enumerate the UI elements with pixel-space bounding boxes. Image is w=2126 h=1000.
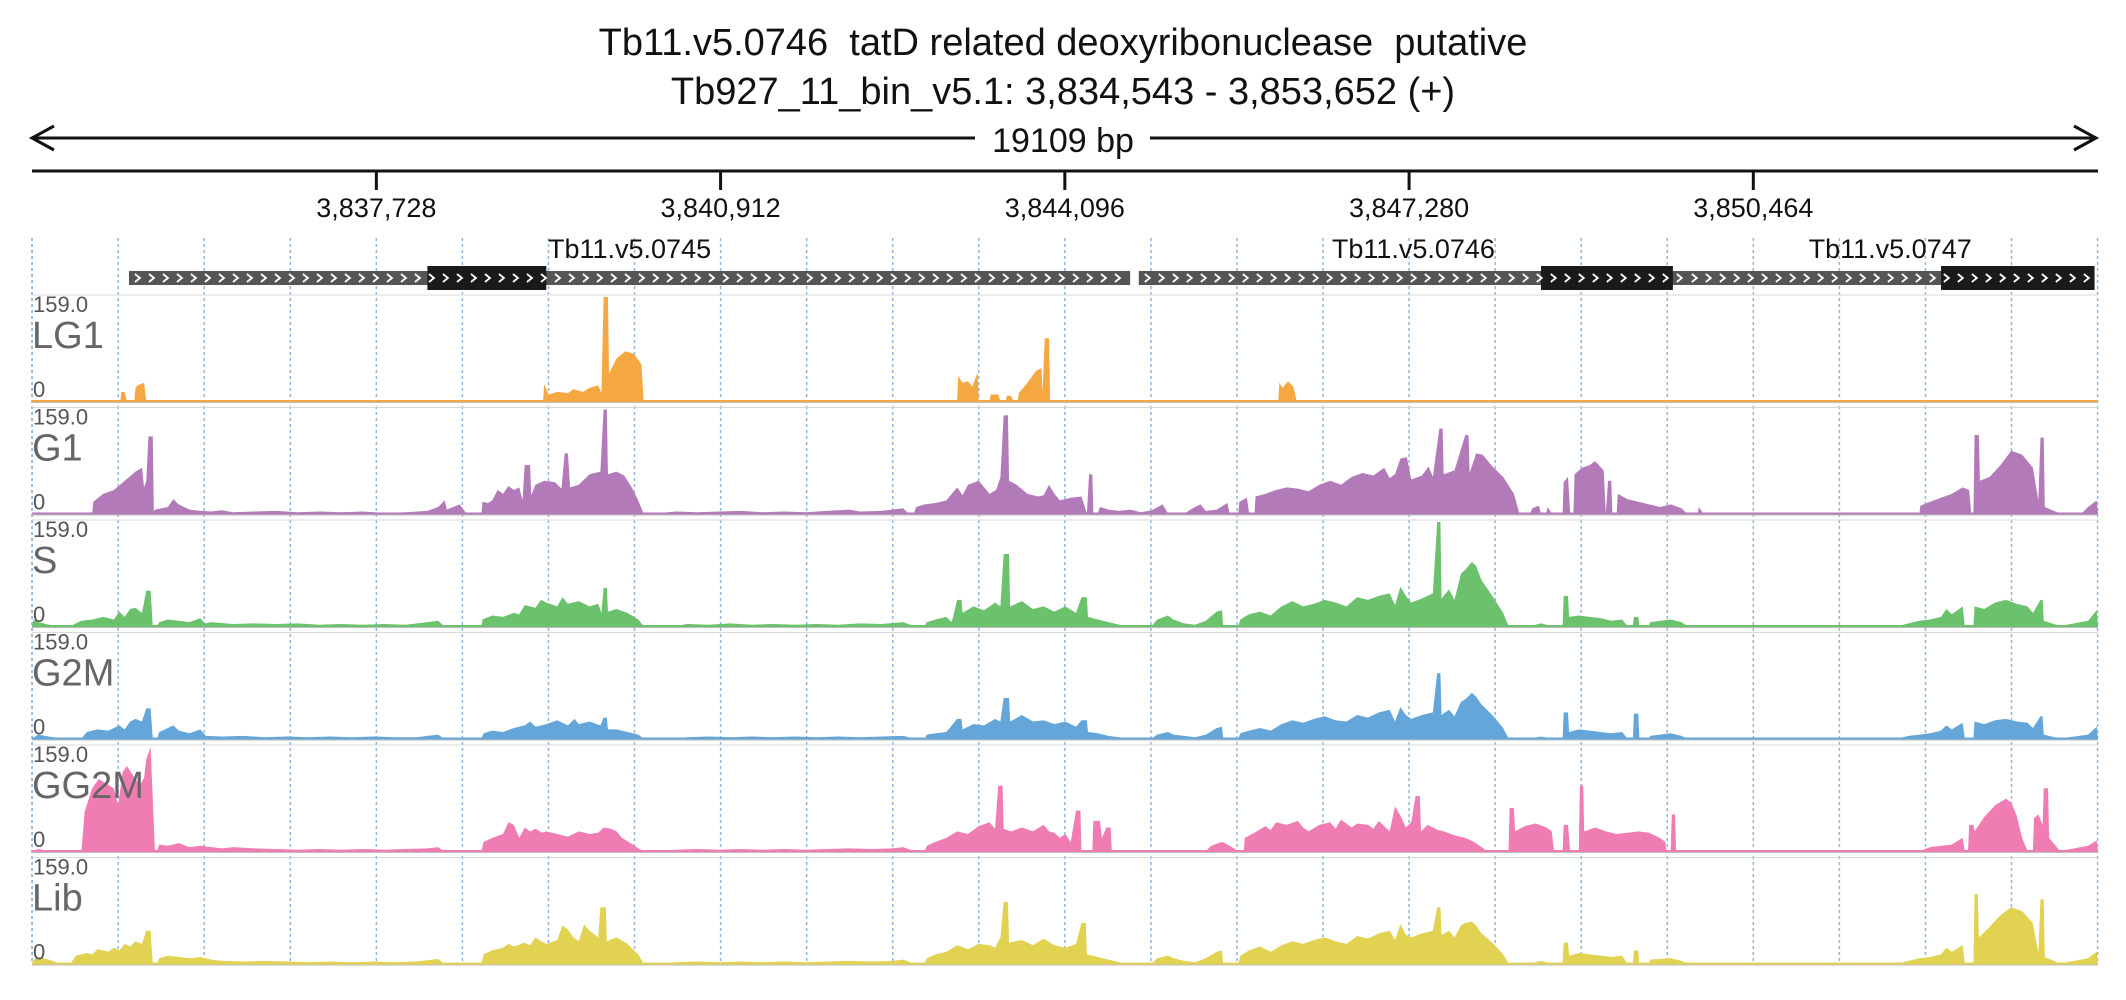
gene-cds <box>427 266 547 290</box>
coverage-tracks: 159.0LG10159.0G10159.0S0159.0G2M0159.0GG… <box>32 292 2098 966</box>
strand-arrows <box>134 273 1122 283</box>
span-label: 19109 bp <box>992 122 1134 160</box>
track-ymin-label: 0 <box>33 827 45 852</box>
x-tick-label: 3,847,280 <box>1349 193 1469 223</box>
coverage-area <box>32 673 2098 739</box>
track-ymin-label: 0 <box>33 715 45 740</box>
coverage-area <box>32 747 2098 851</box>
coverage-area <box>32 409 2098 514</box>
gene-label: Tb11.v5.0745 <box>548 234 711 264</box>
gene-label: Tb11.v5.0747 <box>1809 234 1972 264</box>
track-ymax-label: 159.0 <box>33 742 88 767</box>
grid-lines <box>31 238 2099 964</box>
chart-title: Tb11.v5.0746 tatD related deoxyribonucle… <box>598 22 1528 64</box>
track-name: LG1 <box>32 315 104 357</box>
span-arrow: 19109 bp <box>28 122 2100 160</box>
gene-track: Tb11.v5.0745 Tb11.v5.0746 Tb11.v5.0747 <box>128 234 2095 290</box>
x-tick-label: 3,844,096 <box>1005 193 1125 223</box>
track-s: 159.0S 0 <box>32 517 2098 628</box>
track-name: Lib <box>32 878 83 920</box>
track-ymin-label: 0 <box>33 602 45 627</box>
strand-arrows <box>1144 273 1684 283</box>
track-ymin-label: 0 <box>33 490 45 515</box>
track-name: G2M <box>32 653 114 695</box>
gene-model: Tb11.v5.0745 <box>128 234 1131 290</box>
gene-label: Tb11.v5.0746 <box>1332 234 1495 264</box>
track-ymax-label: 159.0 <box>33 855 88 880</box>
track-name: S <box>32 540 57 582</box>
track-ymin-label: 0 <box>33 377 45 402</box>
track-ymax-label: 159.0 <box>33 630 88 655</box>
track-name: GG2M <box>32 765 144 807</box>
track-ymax-label: 159.0 <box>33 292 88 317</box>
x-tick-label: 3,850,464 <box>1693 193 1813 223</box>
x-tick-label: 3,837,728 <box>316 193 436 223</box>
x-axis: 3,837,728 3,840,912 3,844,096 3,847,280 3,85… <box>316 171 1813 223</box>
track-g1: 159.0G1 0 <box>32 405 2098 516</box>
track-ymax-label: 159.0 <box>33 405 88 430</box>
track-name: G1 <box>32 428 83 470</box>
chart-subtitle: Tb927_11_bin_v5.1: 3,834,543 - 3,853,652… <box>670 71 1456 113</box>
coverage-area <box>120 297 1297 401</box>
track-ymax-label: 159.0 <box>33 517 88 542</box>
coverage-area <box>32 894 2098 964</box>
x-tick-label: 3,840,912 <box>661 193 781 223</box>
track-ymin-label: 0 <box>33 940 45 965</box>
strand-arrows <box>1691 273 2091 283</box>
gene-model: Tb11.v5.0746 <box>1138 234 1689 290</box>
gene-model: Tb11.v5.0747 <box>1685 234 2095 290</box>
gene-cds <box>1540 266 1673 290</box>
